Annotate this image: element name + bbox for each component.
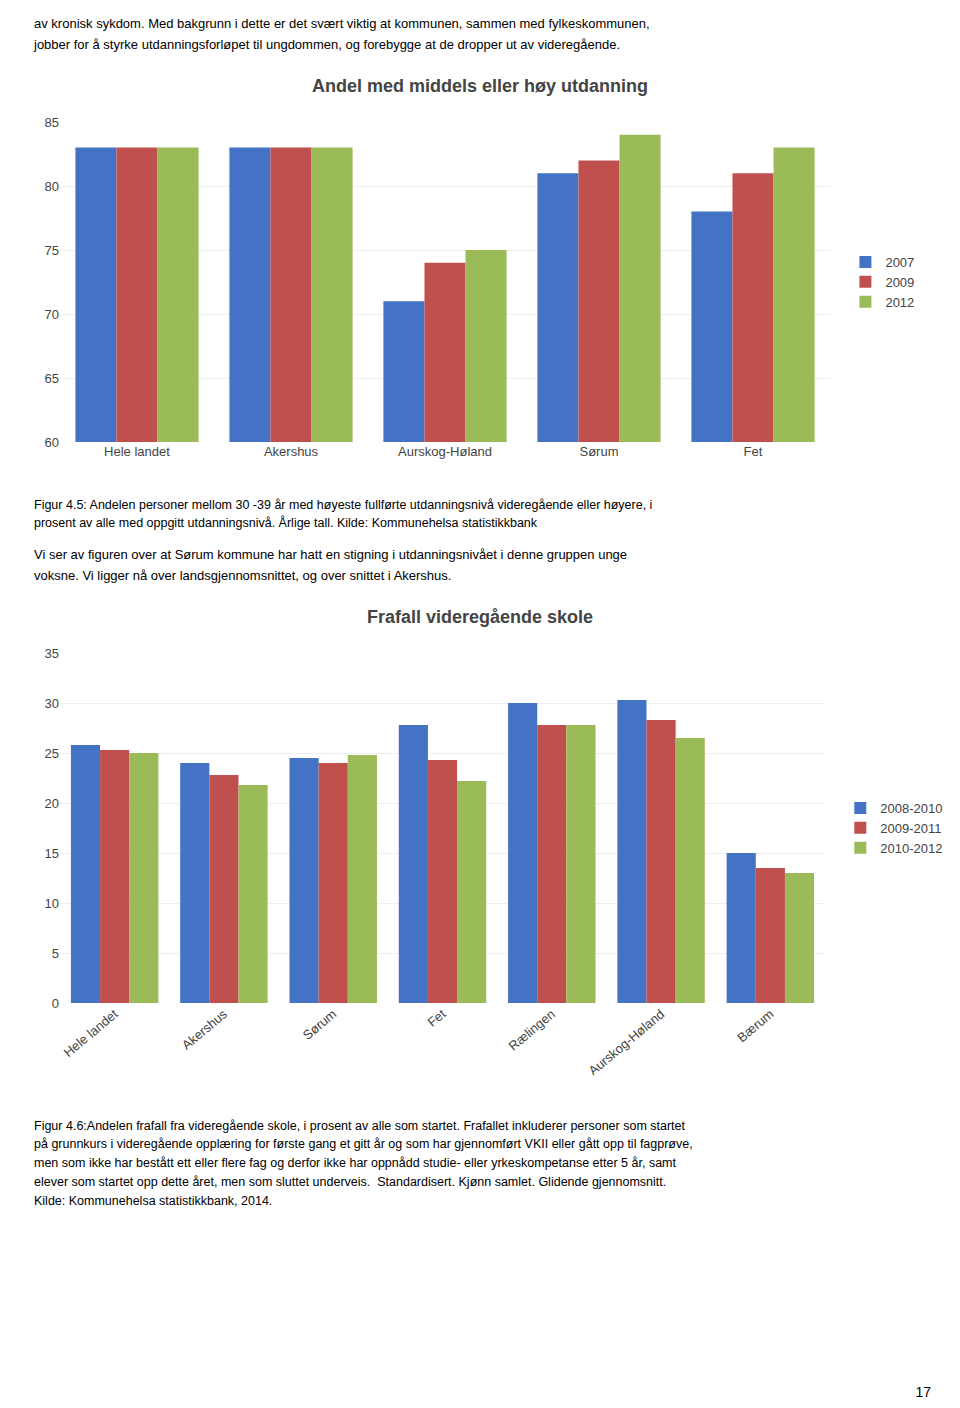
svg-text:Hele landet: Hele landet [104, 444, 170, 459]
svg-text:Akershus: Akershus [179, 1006, 231, 1053]
svg-text:Hele landet: Hele landet [61, 1006, 121, 1060]
svg-text:Fet: Fet [744, 444, 763, 459]
svg-text:Andel med middels eller høy ut: Andel med middels eller høy utdanning [312, 76, 648, 96]
svg-text:2008-2010: 2008-2010 [880, 801, 942, 816]
svg-text:Frafall videregående skole: Frafall videregående skole [367, 607, 593, 627]
svg-text:85: 85 [45, 114, 59, 129]
svg-text:70: 70 [45, 306, 59, 321]
svg-text:Rælingen: Rælingen [506, 1006, 558, 1053]
svg-text:35: 35 [45, 645, 59, 660]
svg-text:Sørum: Sørum [580, 444, 619, 459]
svg-text:65: 65 [45, 370, 59, 385]
svg-text:Sørum: Sørum [300, 1006, 340, 1043]
html-text:17: 17 [915, 1384, 931, 1400]
svg-text:75: 75 [45, 242, 59, 257]
svg-text:2009: 2009 [885, 275, 914, 290]
svg-text:20: 20 [45, 795, 59, 810]
svg-text:Akershus: Akershus [264, 444, 319, 459]
svg-text:30: 30 [45, 695, 59, 710]
html-text:Figur 4.5: Andelen personer me: Figur 4.5: Andelen personer mellom 30 -3… [34, 497, 653, 531]
svg-text:2009-2011: 2009-2011 [880, 821, 941, 836]
svg-text:10: 10 [45, 895, 59, 910]
html-text:Vi ser av figuren over at Søru: Vi ser av figuren over at Sørum kommune … [34, 547, 628, 583]
svg-text:Fet: Fet [425, 1006, 449, 1030]
svg-text:80: 80 [45, 178, 59, 193]
svg-text:60: 60 [45, 434, 59, 449]
svg-text:2012: 2012 [885, 294, 914, 309]
html-text:av kronisk sykdom. Med bakgrun: av kronisk sykdom. Med bakgrunn i dette … [34, 16, 650, 52]
svg-text:15: 15 [45, 845, 59, 860]
svg-text:5: 5 [52, 945, 59, 960]
svg-text:0: 0 [52, 995, 59, 1010]
svg-text:Aurskog-Høland: Aurskog-Høland [398, 444, 492, 459]
svg-text:25: 25 [45, 745, 59, 760]
svg-text:2010-2012: 2010-2012 [880, 841, 942, 856]
svg-text:2007: 2007 [885, 255, 914, 270]
svg-text:Bærum: Bærum [734, 1006, 776, 1045]
svg-text:Aurskog-Høland: Aurskog-Høland [586, 1006, 668, 1078]
html-text:Figur 4.6:Andelen frafall fra: Figur 4.6:Andelen frafall fra videregåen… [34, 1118, 693, 1208]
